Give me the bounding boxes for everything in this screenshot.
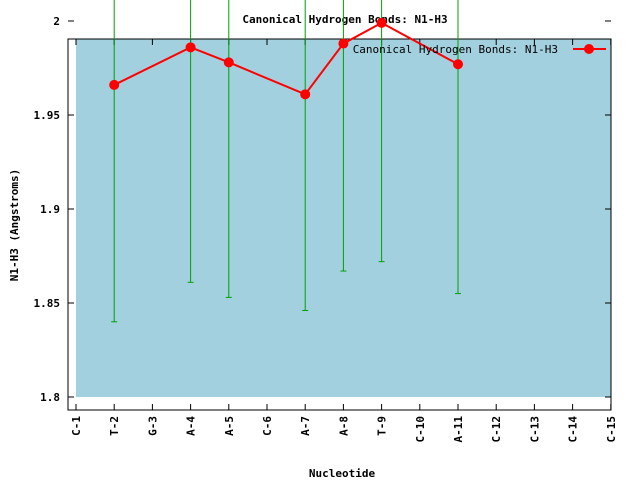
y-tick-label: 1.8 <box>40 391 60 404</box>
y-axis-title: N1-H3 (Angstroms) <box>8 169 21 282</box>
chart-title: Canonical Hydrogen Bonds: N1-H3 <box>242 13 447 26</box>
x-tick-label: G-3 <box>146 416 159 436</box>
data-point <box>338 38 349 49</box>
data-point <box>109 79 120 90</box>
y-tick-label: 1.9 <box>40 203 60 216</box>
y-tick-label: 2 <box>53 15 60 28</box>
y-tick-label: 1.85 <box>34 297 61 310</box>
x-axis: C-1 T-2 G-3 A-4 A-5 C-6 A-7 A-8 T-9 C-10 A-11 C-12 C… <box>70 39 618 443</box>
data-point <box>185 42 196 53</box>
x-tick-label: A-8 <box>337 416 350 436</box>
data-point <box>223 57 234 68</box>
x-tick-label: C-10 <box>414 416 427 443</box>
legend-marker <box>584 44 594 54</box>
x-tick-label: C-12 <box>490 416 503 443</box>
legend: Canonical Hydrogen Bonds: N1-H3 <box>353 43 606 56</box>
x-tick-label: A-7 <box>299 416 312 436</box>
legend-label: Canonical Hydrogen Bonds: N1-H3 <box>353 43 558 56</box>
x-tick-label: C-6 <box>261 416 274 436</box>
x-tick-label: A-4 <box>185 416 198 436</box>
x-axis-title: Nucleotide <box>309 467 376 480</box>
x-tick-label: A-5 <box>223 416 236 436</box>
x-tick-label: A-11 <box>452 416 465 443</box>
x-tick-label: C-14 <box>567 416 580 443</box>
y-tick-label: 1.95 <box>34 109 61 122</box>
data-point <box>300 89 311 100</box>
x-tick-label: C-1 <box>70 416 83 436</box>
data-series <box>109 17 463 100</box>
data-point <box>453 59 463 70</box>
x-tick-label: C-13 <box>528 416 541 443</box>
x-tick-label: C-15 <box>605 416 618 443</box>
data-point <box>376 17 387 28</box>
x-tick-label: T-9 <box>376 416 389 436</box>
y-axis: 1.81.851.91.9522.052.12.15 <box>34 15 611 404</box>
x-tick-label: T-2 <box>108 416 121 436</box>
plot-frame <box>67 38 612 411</box>
